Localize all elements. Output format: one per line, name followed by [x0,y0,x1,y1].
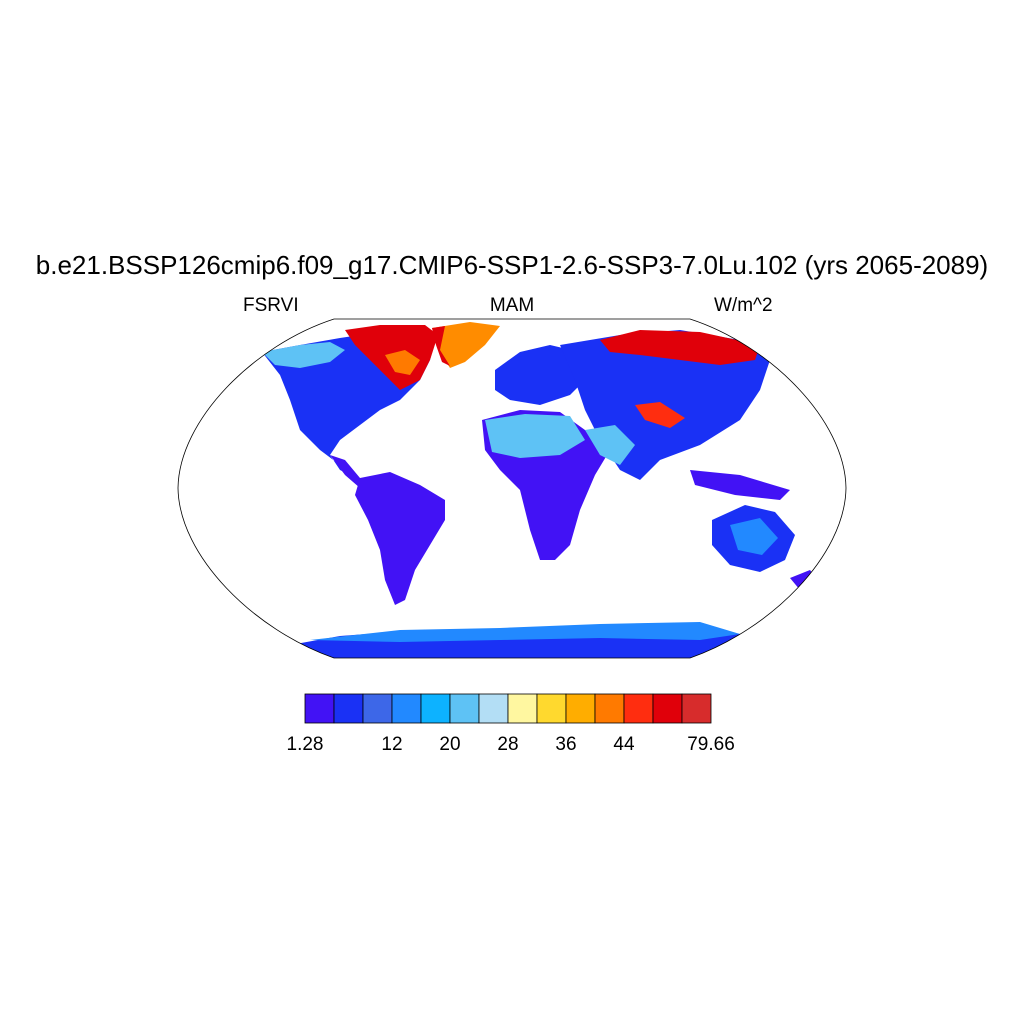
siberia-region [600,330,760,365]
colorbar-tick-label: 36 [555,734,577,755]
colorbar-box [391,693,422,724]
tibet-region [635,402,685,428]
colorbar-tick-label: 12 [381,734,403,755]
south-america-region [355,472,445,605]
antarctica-coast-region [310,622,740,642]
colorbar-box [623,693,654,724]
indonesia-region [690,470,790,500]
colorbar-box [565,693,596,724]
colorbar-tick-label: 44 [613,734,635,755]
colorbar-box [362,693,393,724]
season-label: MAM [489,295,535,316]
colorbar-box [304,693,335,724]
colorbar-box [536,693,567,724]
colorbar-box [594,693,625,724]
colorbar-box [681,693,712,724]
colorbar-tick-label: 28 [497,734,519,755]
map-border [177,318,847,659]
greenland-edge-region [432,326,450,366]
greenland-region [432,322,500,368]
europe-region [495,345,590,405]
hudson-region [385,350,420,375]
sahara-region [485,414,585,458]
colorbar-tick-label: 20 [439,734,461,755]
land-fields [262,322,818,658]
plot-title: b.e21.BSSP126cmip6.f09_g17.CMIP6-SSP1-2.… [35,250,989,280]
colorbar-box [333,693,364,724]
colorbar-box [449,693,480,724]
arabia-region [585,425,635,465]
australia-interior-region [730,518,778,555]
colorbar-box [652,693,683,724]
colorbar-box [420,693,451,724]
colorbar-tick-label: 79.66 [687,734,735,755]
units-label: W/m^2 [714,295,773,316]
colorbar-box [507,693,538,724]
variable-name: FSRVI [243,295,299,316]
colorbar-tick-label: 1.28 [286,734,324,755]
colorbar-box [478,693,509,724]
alaska-region [262,342,345,368]
